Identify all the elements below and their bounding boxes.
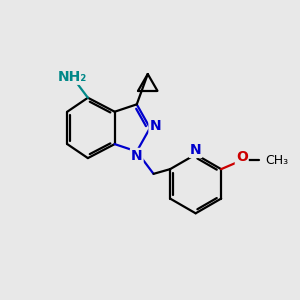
Text: N: N [190, 143, 202, 157]
Text: O: O [236, 150, 248, 164]
Text: N: N [149, 119, 161, 134]
Text: NH₂: NH₂ [58, 70, 87, 84]
Text: CH₃: CH₃ [265, 154, 288, 167]
Text: N: N [131, 149, 142, 163]
